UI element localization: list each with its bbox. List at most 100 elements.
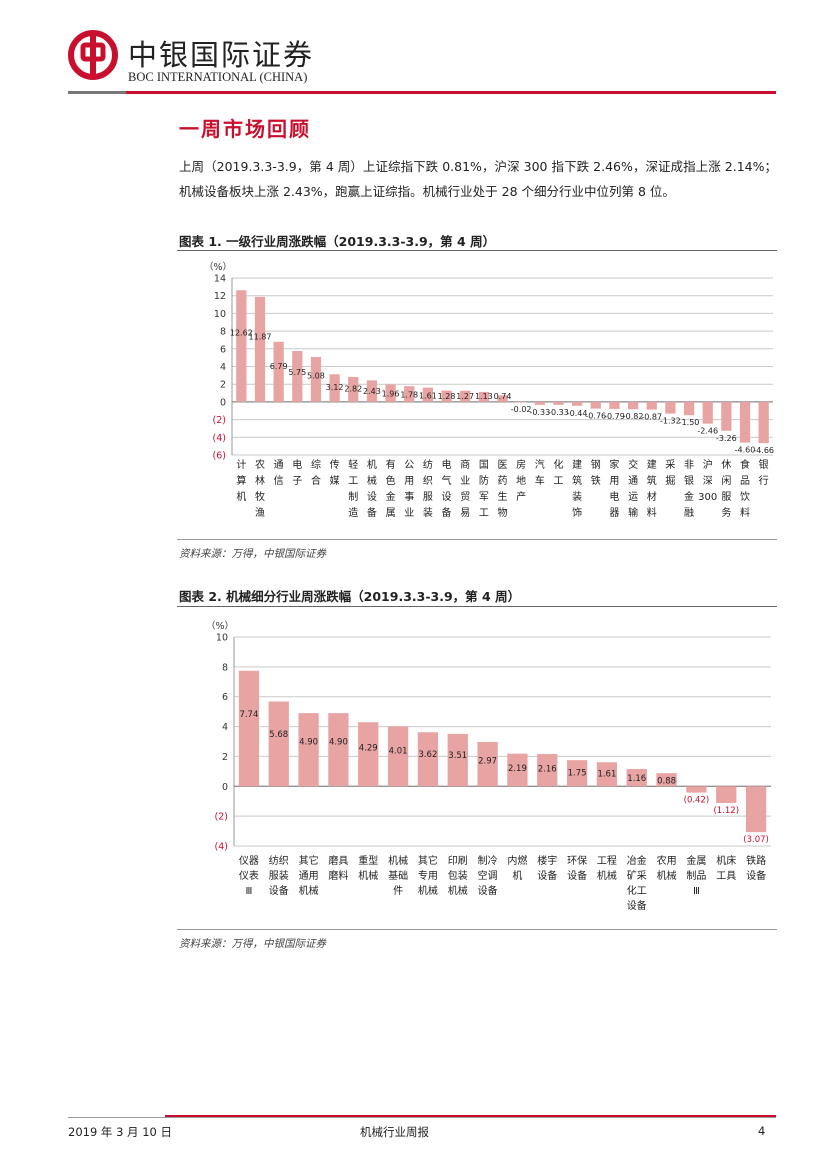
- bar: [596, 762, 618, 787]
- category-label: 子: [292, 475, 302, 487]
- category-label: 信: [274, 475, 284, 487]
- category-label: 生: [498, 490, 508, 503]
- bar: [537, 754, 558, 787]
- category-label: 纺织: [269, 854, 289, 867]
- footer-divider-accent: [165, 1115, 776, 1117]
- figure1-title: 图表 1. 一级行业周涨跌幅（2019.3.3-3.9，第 4 周）: [179, 234, 496, 249]
- category-label: 筑: [647, 474, 657, 487]
- y-tick-label: 2: [222, 752, 228, 763]
- data-label: -0.82: [623, 412, 644, 421]
- bar: [441, 390, 452, 402]
- bar: [460, 390, 471, 402]
- category-label: 深: [703, 475, 713, 487]
- category-label: 金属: [686, 854, 706, 867]
- data-label: -0.02: [511, 405, 532, 414]
- data-label: -0.76: [585, 412, 606, 421]
- chart-machinery-subsector-weekly-change: （%）1086420(2)(4)7.74仪器仪表Ⅲ5.68纺织服装设备4.90其…: [206, 620, 771, 912]
- category-label: 房: [516, 458, 526, 471]
- bar: [497, 395, 508, 402]
- bar: [310, 356, 322, 402]
- bar: [507, 753, 528, 787]
- bar: [387, 726, 409, 787]
- category-label: 建: [647, 458, 657, 471]
- figure2-title-rule: [177, 606, 777, 607]
- data-label: 1.16: [627, 774, 646, 784]
- bar: [329, 374, 340, 402]
- data-label: 5.68: [269, 730, 288, 740]
- category-label: 服: [721, 491, 731, 503]
- figure2-source: 资料来源：万得，中银国际证券: [179, 938, 326, 950]
- category-label: 农用: [657, 854, 677, 867]
- data-label: 3.12: [326, 383, 344, 392]
- category-label: 基础: [388, 869, 408, 882]
- data-label: 7.74: [239, 710, 258, 720]
- footer-report-title: 机械行业周报: [360, 1125, 429, 1139]
- data-label: 0.74: [494, 392, 512, 401]
- bar: [348, 376, 359, 402]
- category-label: 机械: [657, 869, 677, 882]
- data-label: 5.08: [307, 372, 325, 381]
- category-label: 装: [572, 490, 582, 503]
- category-label: 业: [460, 475, 470, 487]
- category-label: 机械: [388, 854, 408, 867]
- category-label: 休: [721, 459, 731, 471]
- category-label: 金: [684, 490, 694, 503]
- bar: [447, 733, 468, 787]
- data-label: 12.62: [230, 328, 253, 337]
- category-label: 闲: [721, 474, 731, 487]
- bar: [358, 722, 379, 787]
- category-label: 织: [423, 475, 433, 487]
- figure1-title-rule: [177, 250, 777, 251]
- bar: [516, 401, 527, 403]
- category-label: 色: [386, 474, 396, 487]
- category-label: 重型: [358, 854, 378, 867]
- category-label: 铁: [591, 474, 601, 487]
- footer-divider: [68, 1117, 776, 1118]
- y-tick-label: 2: [220, 380, 226, 391]
- category-label: 设: [442, 491, 452, 503]
- category-label: 料: [740, 506, 750, 519]
- category-label: 环保: [567, 854, 587, 867]
- data-label: -4.60: [735, 446, 756, 455]
- bar: [590, 401, 601, 409]
- data-label: 1.28: [438, 392, 456, 401]
- data-label: 5.75: [288, 368, 306, 377]
- category-label: 件: [393, 885, 403, 897]
- bar: [626, 768, 647, 787]
- category-label: 防: [479, 474, 489, 487]
- data-label: 3.62: [418, 750, 437, 760]
- category-label: 磨具: [328, 855, 348, 867]
- category-label: 建: [572, 458, 582, 471]
- bar: [292, 351, 303, 402]
- category-label: 机械: [299, 884, 319, 897]
- y-tick-label: 8: [222, 662, 228, 673]
- category-label: 牧: [255, 490, 265, 503]
- category-label: 贸: [460, 491, 470, 503]
- category-label: 用: [404, 476, 414, 487]
- data-label: -1.50: [679, 418, 700, 427]
- figure1-source: 资料来源：万得，中银国际证券: [179, 548, 326, 560]
- bar: [236, 290, 247, 402]
- category-label: 物: [498, 506, 508, 519]
- bar: [702, 401, 713, 424]
- category-label: 械: [367, 474, 377, 487]
- category-label: 运: [628, 491, 638, 503]
- category-label: 行: [759, 474, 769, 487]
- category-label: 食: [740, 458, 750, 471]
- bar: [385, 384, 396, 402]
- bar: [571, 401, 583, 406]
- bar: [366, 380, 378, 402]
- bar: [665, 401, 676, 414]
- category-label: 交: [628, 458, 638, 471]
- bar: [404, 386, 415, 402]
- data-label: -1.32: [660, 417, 681, 426]
- category-label: 林: [255, 474, 265, 487]
- category-label: 务: [721, 506, 731, 519]
- bar: [553, 401, 564, 405]
- data-label: 6.79: [270, 362, 288, 371]
- category-label: 包装: [448, 869, 468, 882]
- category-label: 工具: [716, 870, 736, 882]
- category-label: 家: [609, 458, 619, 471]
- category-label: 钢: [591, 458, 601, 471]
- category-label: 综: [311, 458, 321, 471]
